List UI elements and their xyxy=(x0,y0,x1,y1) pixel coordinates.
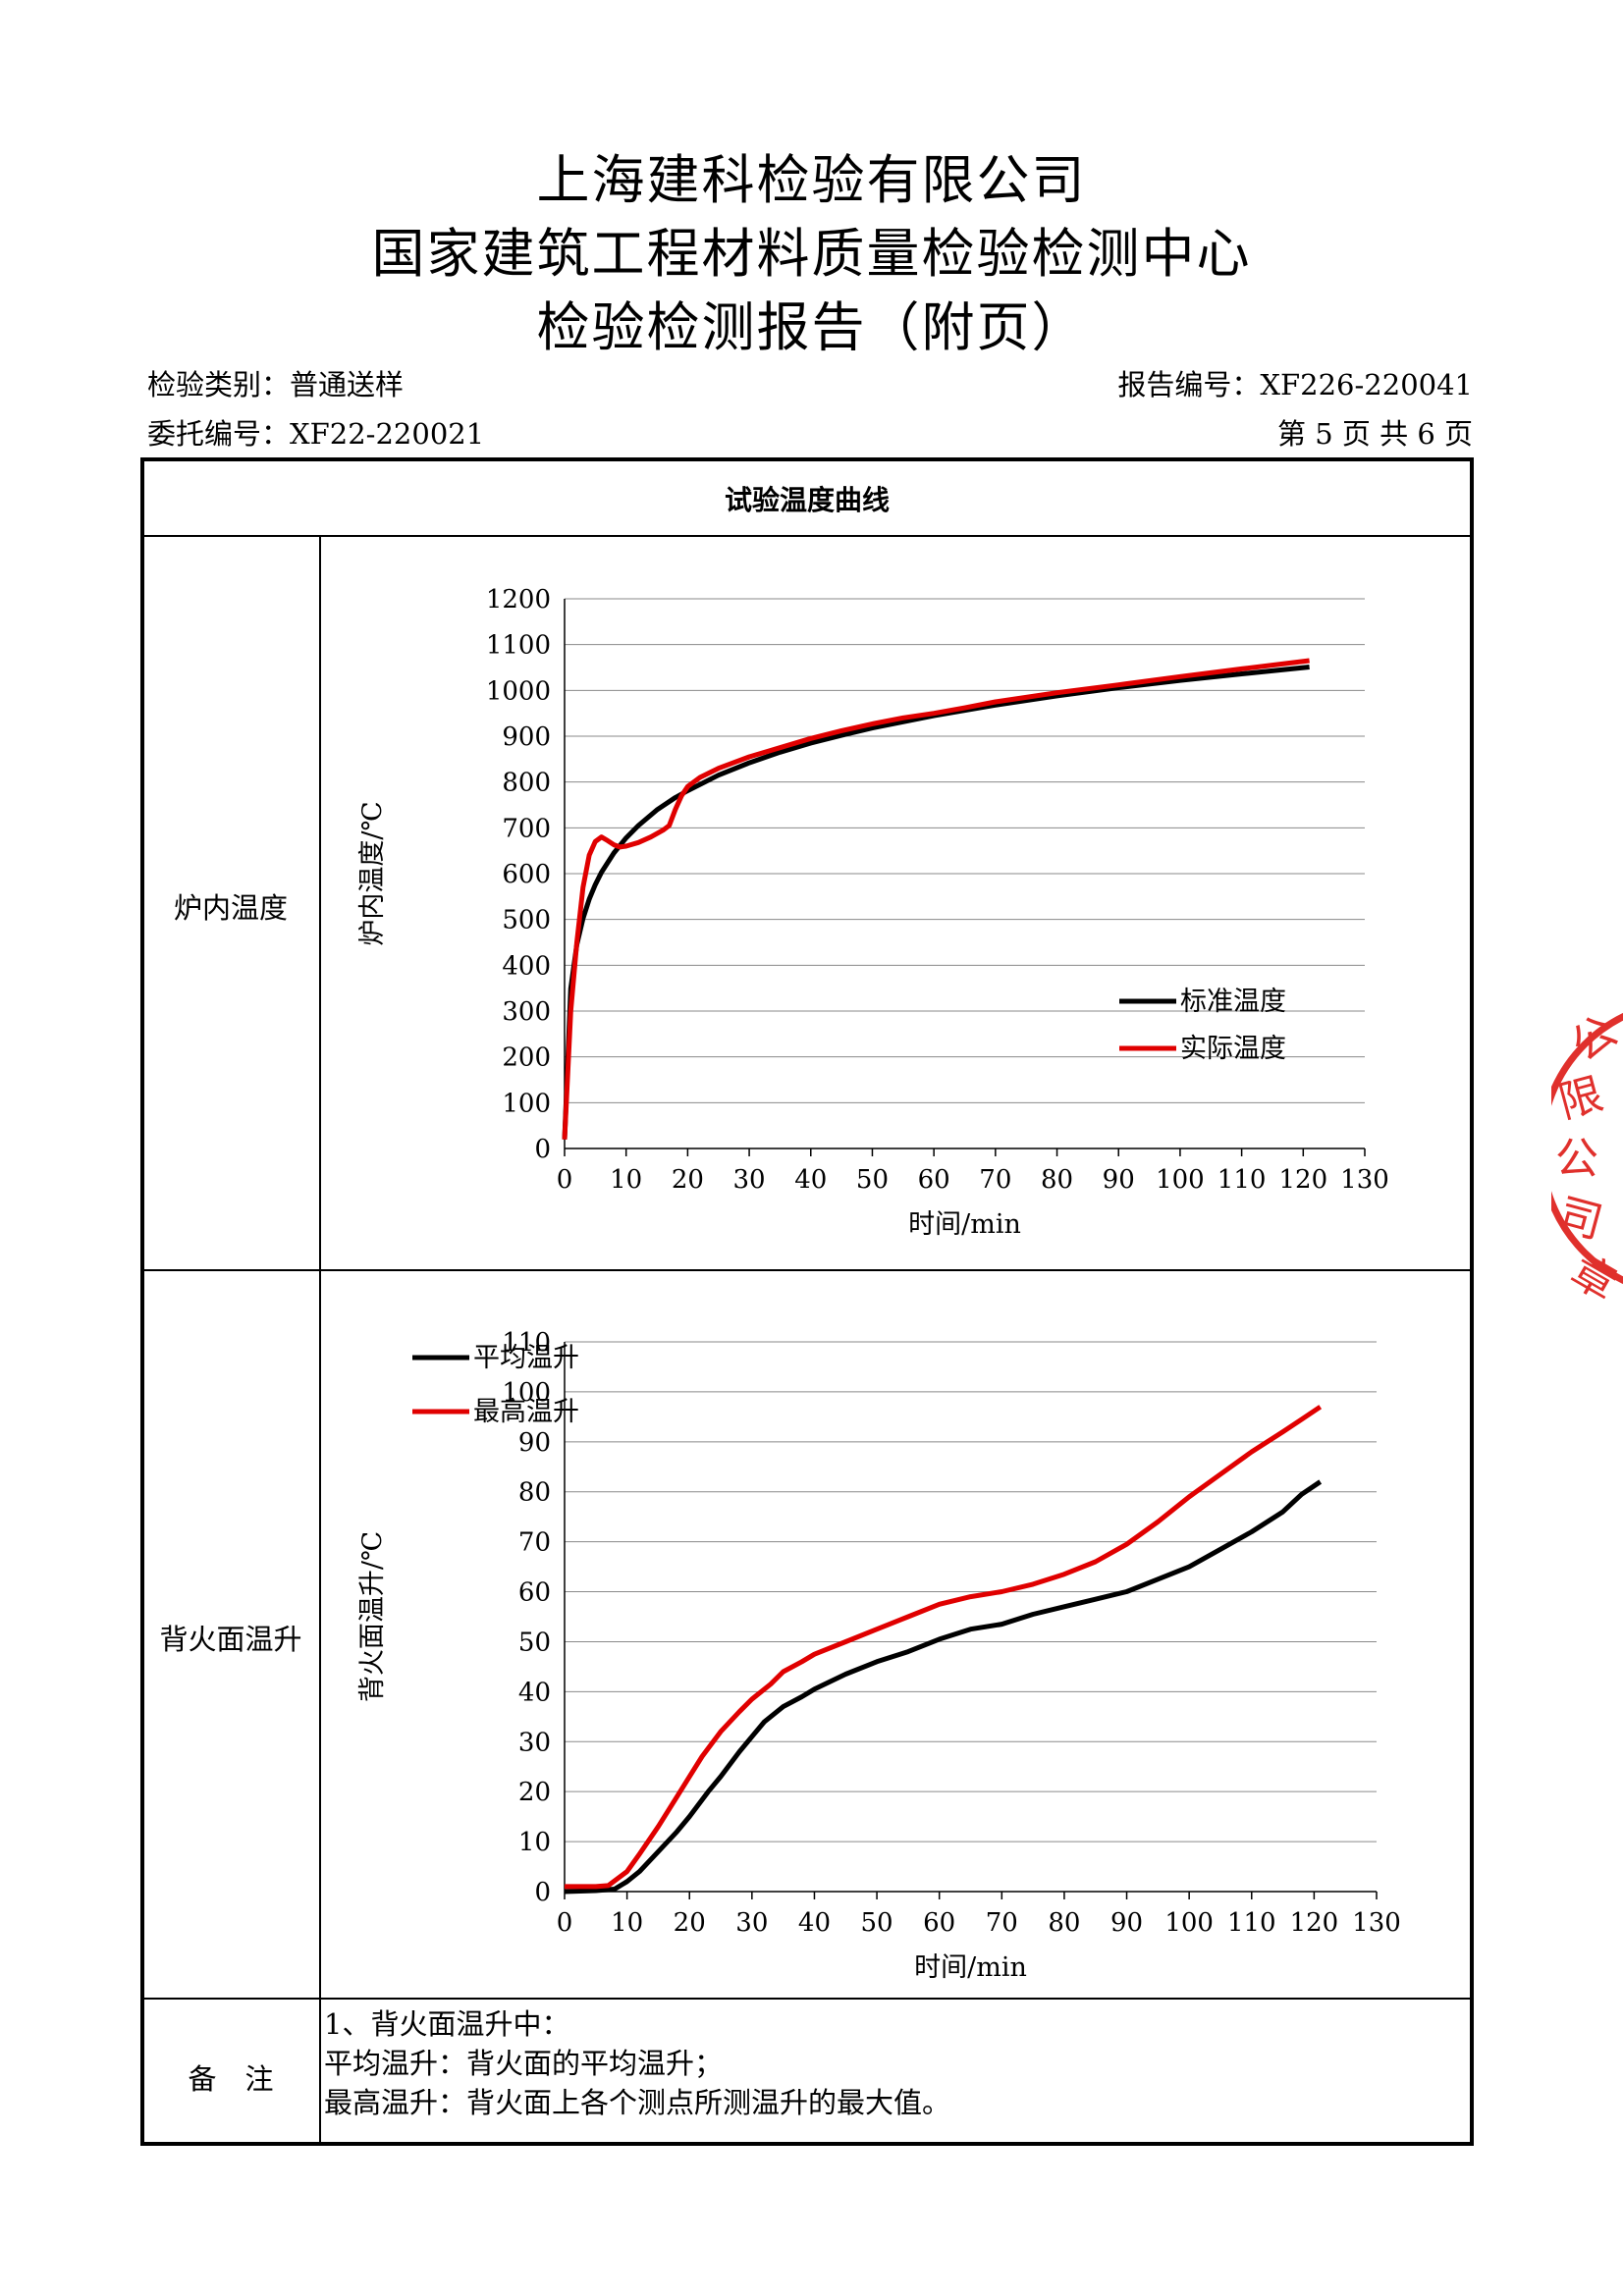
y-tick-label: 500 xyxy=(502,906,551,935)
report-number: 报告编号：XF226-220041 xyxy=(1117,368,1473,401)
report-title: 检验检测报告（附页） xyxy=(536,296,1087,358)
report-table xyxy=(140,457,1474,2146)
x-tick-label: 0 xyxy=(557,1165,573,1195)
divider-row1 xyxy=(140,1269,1474,1271)
y-tick-label: 700 xyxy=(502,814,551,843)
svg-text:公: 公 xyxy=(1555,1134,1598,1184)
y-tick-label: 40 xyxy=(518,1678,551,1707)
x-tick-label: 40 xyxy=(794,1165,827,1195)
x-tick-label: 0 xyxy=(557,1908,573,1938)
y-tick-label: 1000 xyxy=(486,676,551,706)
legend-label: 最高温升 xyxy=(473,1397,579,1427)
svg-text:司: 司 xyxy=(1553,1189,1608,1249)
series-line-2 xyxy=(565,1405,1323,1890)
y-tick-label: 110 xyxy=(502,1328,551,1358)
note-line-3: 最高温升：背火面上各个测点所测温升的最大值。 xyxy=(324,2086,951,2119)
x-tick-label: 110 xyxy=(1217,1165,1267,1195)
y-tick-label: 80 xyxy=(518,1478,551,1508)
x-tick-label: 100 xyxy=(1164,1908,1214,1938)
series-line-2 xyxy=(562,658,1310,1140)
y-tick-label: 100 xyxy=(502,1378,551,1408)
x-tick-label: 120 xyxy=(1290,1908,1339,1938)
y-tick-label: 200 xyxy=(502,1043,551,1073)
legend-label: 实际温度 xyxy=(1180,1034,1286,1064)
x-tick-label: 70 xyxy=(986,1908,1018,1938)
column-divider xyxy=(319,536,321,2144)
x-tick-label: 100 xyxy=(1156,1165,1205,1195)
x-tick-label: 30 xyxy=(733,1165,766,1195)
y-tick-label: 30 xyxy=(518,1728,551,1757)
x-tick-label: 50 xyxy=(861,1908,893,1938)
center-title: 国家建筑工程材料质量检验检测中心 xyxy=(371,223,1252,285)
x-tick-label: 130 xyxy=(1340,1165,1389,1195)
x-tick-label: 20 xyxy=(672,1165,704,1195)
svg-text:限: 限 xyxy=(1553,1069,1608,1129)
x-tick-label: 90 xyxy=(1103,1165,1135,1195)
divider-title xyxy=(140,535,1474,537)
legend-label: 标准温度 xyxy=(1180,987,1286,1017)
y-axis-label: 背火面温升/℃ xyxy=(357,1531,388,1702)
y-tick-label: 400 xyxy=(502,951,551,981)
x-tick-label: 10 xyxy=(611,1908,643,1938)
svg-text:章: 章 xyxy=(1562,1246,1623,1310)
x-tick-label: 70 xyxy=(979,1165,1011,1195)
y-tick-label: 100 xyxy=(502,1089,551,1118)
x-tick-label: 90 xyxy=(1110,1908,1143,1938)
x-tick-label: 130 xyxy=(1352,1908,1401,1938)
y-tick-label: 0 xyxy=(534,1135,551,1164)
y-tick-label: 800 xyxy=(502,769,551,798)
row-label-furnace: 炉内温度 xyxy=(173,891,288,925)
row-label-unexposed: 背火面温升 xyxy=(159,1623,302,1656)
x-tick-label: 110 xyxy=(1227,1908,1276,1938)
commission-number: 委托编号：XF22-220021 xyxy=(147,417,485,451)
row-label-notes: 备 注 xyxy=(188,2062,274,2096)
y-tick-label: 1100 xyxy=(486,631,551,661)
x-tick-label: 40 xyxy=(798,1908,831,1938)
y-tick-label: 600 xyxy=(502,860,551,889)
y-tick-label: 0 xyxy=(534,1878,551,1907)
y-tick-label: 90 xyxy=(518,1428,551,1458)
x-axis-label: 时间/min xyxy=(908,1209,1021,1240)
y-axis-label: 炉内温度/℃ xyxy=(357,801,388,945)
x-tick-label: 60 xyxy=(923,1908,955,1938)
furnace-temperature-chart: 0100200300400500600700800900100011001200… xyxy=(357,585,1389,1240)
company-title: 上海建科检验有限公司 xyxy=(536,149,1087,211)
series-line-1 xyxy=(562,665,1310,1140)
section-title: 试验温度曲线 xyxy=(724,484,890,516)
legend-label: 平均温升 xyxy=(473,1343,579,1373)
note-line-2: 平均温升：背火面的平均温升； xyxy=(324,2047,724,2080)
y-tick-label: 1200 xyxy=(486,585,551,614)
y-tick-label: 70 xyxy=(518,1528,551,1558)
series-line-1 xyxy=(564,1479,1323,1895)
y-tick-label: 10 xyxy=(518,1828,551,1857)
x-tick-label: 50 xyxy=(856,1165,889,1195)
y-tick-label: 300 xyxy=(502,997,551,1027)
page-number: 第 5 页 共 6 页 xyxy=(1277,417,1473,451)
x-tick-label: 30 xyxy=(735,1908,768,1938)
y-tick-label: 50 xyxy=(518,1628,551,1657)
company-seal: 公 限 公 司 章 xyxy=(1551,1006,1623,1311)
y-tick-label: 20 xyxy=(518,1778,551,1807)
x-tick-label: 80 xyxy=(1041,1165,1073,1195)
divider-row2 xyxy=(140,1998,1474,2000)
y-tick-label: 900 xyxy=(502,722,551,752)
x-tick-label: 60 xyxy=(918,1165,950,1195)
x-axis-label: 时间/min xyxy=(914,1952,1027,1983)
unexposed-temperature-rise-chart: 0 10 20 30 40 50 60 70 80 90 100 110 0 10 20 30 40 50 60 70… xyxy=(357,1328,1401,1983)
y-tick-label: 60 xyxy=(518,1578,551,1608)
x-tick-label: 10 xyxy=(610,1165,642,1195)
x-tick-label: 80 xyxy=(1048,1908,1080,1938)
x-tick-label: 20 xyxy=(674,1908,706,1938)
note-line-1: 1、背火面温升中： xyxy=(324,2007,570,2041)
inspection-category: 检验类别：普通送样 xyxy=(147,368,405,401)
x-tick-label: 120 xyxy=(1278,1165,1327,1195)
